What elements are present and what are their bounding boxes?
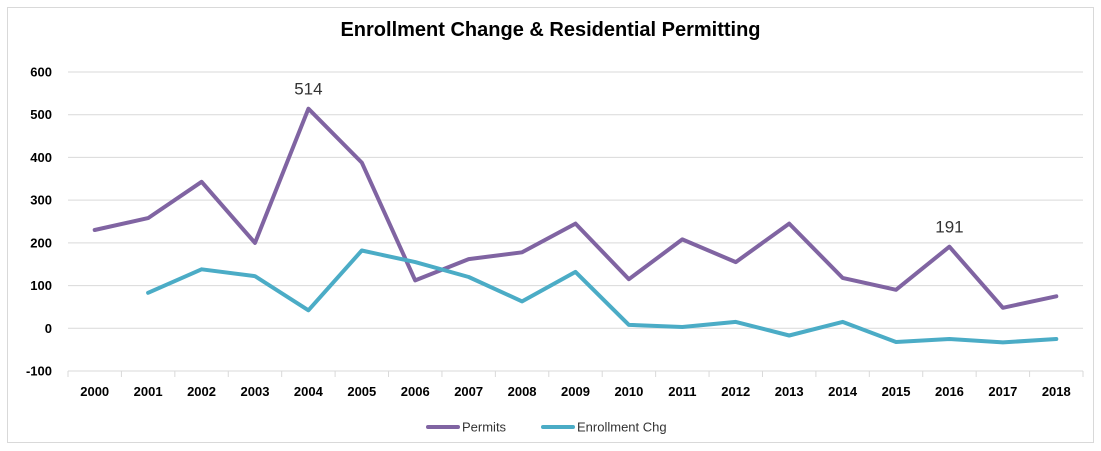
x-tick-label: 2003 [241,384,270,399]
y-tick-label: 200 [30,235,52,250]
x-tick-label: 2000 [80,384,109,399]
y-tick-label: 600 [30,65,52,80]
gridlines [67,71,1084,377]
y-tick-label: 400 [30,150,52,165]
data-label-2004: 514 [294,80,322,99]
data-label-2016: 191 [935,218,963,237]
legend-label-permits: Permits [462,420,507,435]
series-line-enrollment-chg [146,248,1059,345]
y-tick-label: 0 [45,321,52,336]
x-tick-label: 2007 [454,384,483,399]
x-tick-label: 2015 [882,384,911,399]
axis-labels: -100 0 100 200 300 400 500 600 2000 2001 2002 2003 2… [26,65,1071,400]
x-tick-label: 2016 [935,384,964,399]
chart-frame [7,7,1094,443]
x-tick-label: 2004 [294,384,324,399]
x-tick-label: 2008 [508,384,537,399]
x-tick-label: 2002 [187,384,216,399]
x-tick-label: 2006 [401,384,430,399]
y-tick-label: -100 [26,364,52,379]
series-lines [92,106,1059,345]
x-tick-label: 2010 [614,384,643,399]
chart-title: Enrollment Change & Residential Permitti… [340,19,761,41]
x-tick-label: 2018 [1042,384,1071,399]
legend-label-enrollment-chg: Enrollment Chg [577,420,667,435]
y-tick-label: 100 [30,278,52,293]
x-tick-label: 2012 [721,384,750,399]
x-tick-label: 2009 [561,384,590,399]
x-tick-label: 2017 [988,384,1017,399]
x-tick-label: 2005 [347,384,376,399]
x-tick-label: 2013 [775,384,804,399]
x-tick-label: 2014 [828,384,858,399]
y-tick-label: 300 [30,193,52,208]
x-tick-label: 2001 [134,384,163,399]
data-labels: 514 191 [294,80,963,237]
series-line-permits [92,106,1059,310]
x-tick-label: 2011 [668,384,696,399]
legend: Permits Enrollment Chg [426,420,667,435]
y-tick-label: 500 [30,107,52,122]
